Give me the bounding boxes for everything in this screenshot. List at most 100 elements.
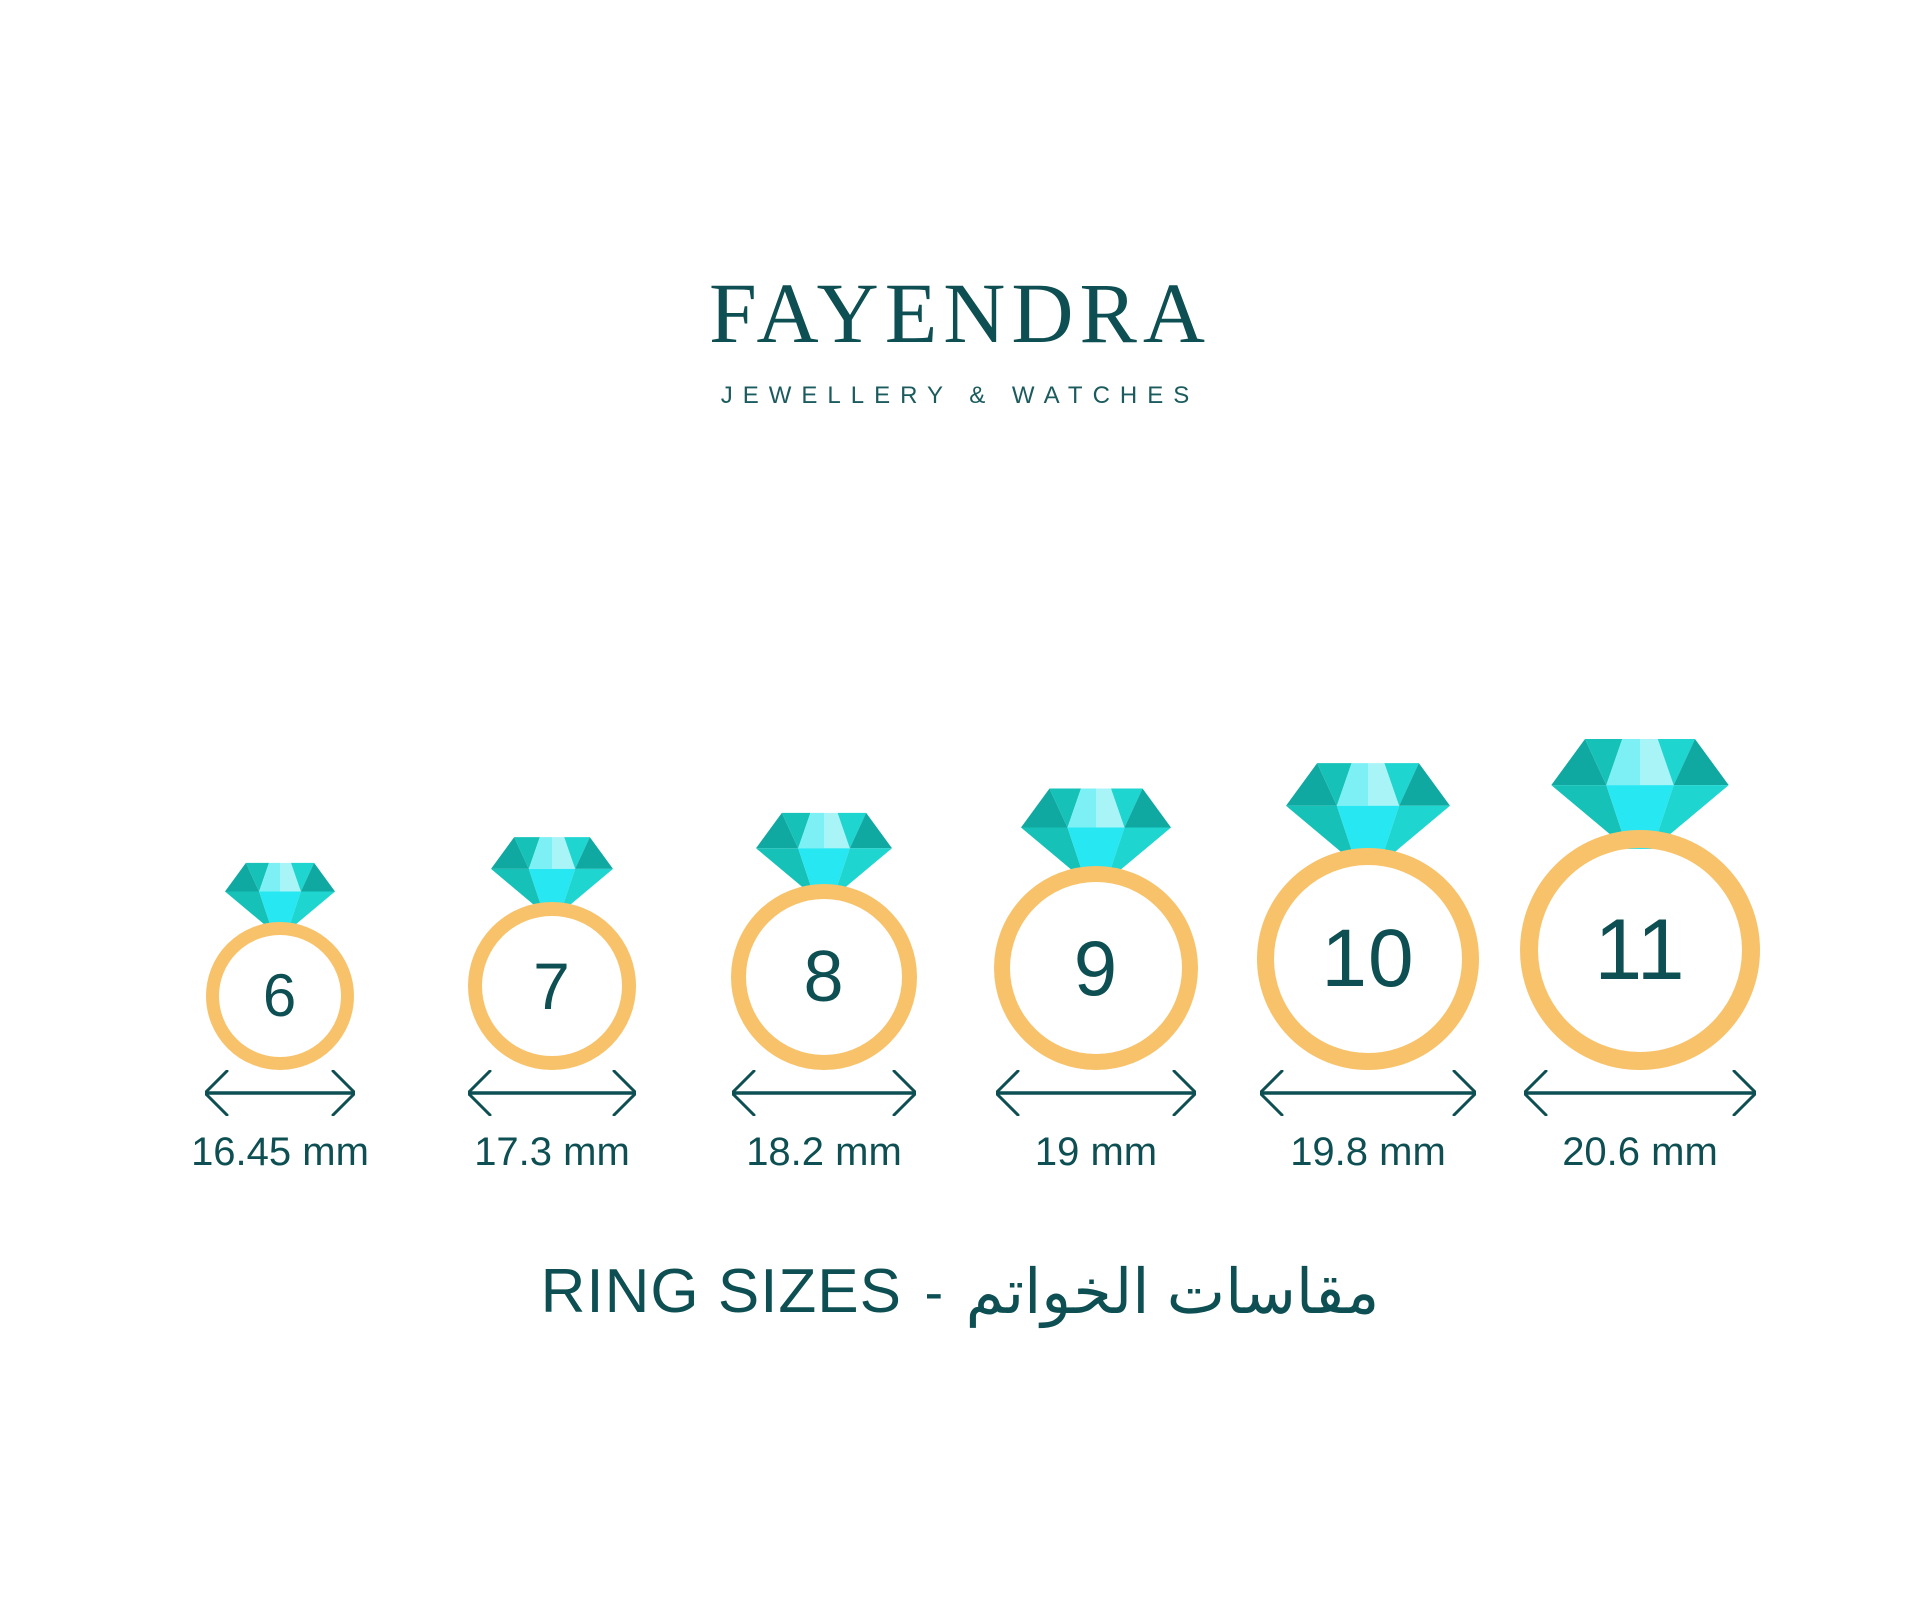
- gem-facet-0: [1286, 763, 1337, 807]
- measurement-label: 16.45 mm: [191, 1130, 369, 1174]
- arrowhead-right-upper: [1172, 1070, 1196, 1095]
- measurement-item-6: 16.45 mm: [144, 1070, 416, 1175]
- ring-size-number: 8: [803, 937, 845, 1017]
- gem-facet-4: [837, 812, 867, 849]
- arrowhead-left-upper: [996, 1070, 1020, 1095]
- gem-facet-1: [1317, 763, 1352, 807]
- gem-facet-4: [1384, 763, 1419, 807]
- gem-facet-1: [781, 812, 811, 849]
- arrowhead-left-lower: [205, 1091, 229, 1116]
- gem-facet-2: [259, 863, 280, 892]
- dimension-arrow-icon: [996, 1070, 1196, 1116]
- chart-caption: RING SIZES - مقاسات الخواتم: [0, 1255, 1920, 1328]
- gem-facet-5: [300, 863, 335, 892]
- dimension-arrow-icon: [1260, 1070, 1476, 1116]
- ring-size-item-9[interactable]: 9: [960, 590, 1232, 1070]
- arrowhead-left-upper: [1260, 1070, 1284, 1095]
- gem-facet-3: [1096, 788, 1125, 828]
- gem-facet-3: [824, 812, 850, 849]
- measurement-item-9: 19 mm: [960, 1070, 1232, 1175]
- gem-facet-5: [849, 812, 892, 849]
- arrowhead-right-lower: [1172, 1091, 1196, 1116]
- gem-facet-2: [528, 837, 552, 870]
- gem-facet-1: [245, 863, 269, 892]
- gem-facet-4: [1111, 788, 1143, 828]
- ring-size-item-6[interactable]: 6: [144, 590, 416, 1070]
- gem-facet-5: [1673, 739, 1729, 786]
- caption-english: RING SIZES: [540, 1257, 902, 1326]
- ring-band: 8: [731, 884, 917, 1070]
- gem-facet-4: [291, 863, 315, 892]
- measurement-label: 18.2 mm: [746, 1130, 902, 1174]
- ring-band: 6: [206, 922, 354, 1070]
- ring-band: 7: [468, 902, 636, 1070]
- gem-facet-4: [564, 837, 590, 870]
- gem-facet-3: [552, 837, 576, 870]
- gem-facet-2: [1336, 763, 1368, 807]
- arrowhead-right-upper: [331, 1070, 355, 1095]
- gem-facet-2: [1067, 788, 1096, 828]
- gem-facet-3: [1368, 763, 1400, 807]
- measurement-item-11: 20.6 mm: [1504, 1070, 1776, 1175]
- measurement-item-8: 18.2 mm: [688, 1070, 960, 1175]
- arrowhead-right-lower: [612, 1091, 636, 1116]
- arrowhead-left-lower: [468, 1091, 492, 1116]
- measurement-item-10: 19.8 mm: [1232, 1070, 1504, 1175]
- arrowhead-left-upper: [468, 1070, 492, 1095]
- ring-size-item-10[interactable]: 10: [1232, 590, 1504, 1070]
- arrowhead-left-upper: [205, 1070, 229, 1095]
- arrowhead-left-upper: [732, 1070, 756, 1095]
- gem-facet-0: [491, 837, 529, 870]
- ring-size-number: 10: [1321, 913, 1415, 1004]
- arrowhead-right-lower: [1732, 1091, 1756, 1116]
- gem-facet-3: [1640, 739, 1674, 786]
- ring-band: 10: [1257, 848, 1479, 1070]
- brand-tagline: JEWELLERY & WATCHES: [720, 382, 1200, 409]
- dimension-arrow-icon: [468, 1070, 636, 1116]
- gem-facet-1: [1585, 739, 1623, 786]
- arrowhead-right-lower: [1452, 1091, 1476, 1116]
- gem-facet-2: [1606, 739, 1640, 786]
- ring-size-item-11[interactable]: 11: [1504, 590, 1776, 1070]
- brand-name: FAYENDRA: [709, 265, 1211, 361]
- gem-facet-3: [280, 863, 301, 892]
- measurement-item-7: 17.3 mm: [416, 1070, 688, 1175]
- gem-facet-0: [225, 863, 260, 892]
- ring-band: 9: [994, 866, 1198, 1070]
- caption-arabic: مقاسات الخواتم: [965, 1258, 1380, 1327]
- measurement-label: 17.3 mm: [474, 1130, 630, 1174]
- arrowhead-left-lower: [1260, 1091, 1284, 1116]
- dimension-arrow-icon: [732, 1070, 916, 1116]
- measurement-row: 16.45 mm 17.3 mm 18.2 mm 19 mm 19.8 mm 20.6 m…: [0, 1070, 1920, 1175]
- arrowhead-right-upper: [1732, 1070, 1756, 1095]
- gem-facet-5: [1124, 788, 1171, 828]
- ring-size-number: 11: [1594, 902, 1686, 998]
- gem-facet-0: [1551, 739, 1607, 786]
- ring-band: 11: [1520, 830, 1760, 1070]
- arrowhead-left-upper: [1524, 1070, 1548, 1095]
- ring-size-item-8[interactable]: 8: [688, 590, 960, 1070]
- ring-size-number: 7: [533, 949, 571, 1023]
- ring-size-row: 6 7 8 9 10 11: [0, 590, 1920, 1070]
- arrowhead-right-upper: [892, 1070, 916, 1095]
- gem-facet-4: [1657, 739, 1695, 786]
- arrowhead-left-lower: [1524, 1091, 1548, 1116]
- gem-facet-1: [514, 837, 540, 870]
- arrowhead-right-upper: [1452, 1070, 1476, 1095]
- gem-facet-1: [1049, 788, 1081, 828]
- measurement-label: 20.6 mm: [1562, 1130, 1718, 1174]
- ring-size-item-7[interactable]: 7: [416, 590, 688, 1070]
- caption-separator: -: [924, 1260, 944, 1323]
- gem-facet-2: [798, 812, 824, 849]
- dimension-arrow-icon: [1524, 1070, 1756, 1116]
- gem-facet-5: [575, 837, 613, 870]
- gem-facet-5: [1399, 763, 1450, 807]
- measurement-label: 19 mm: [1034, 1130, 1158, 1174]
- arrowhead-left-lower: [732, 1091, 756, 1116]
- measurement-label: 19.8 mm: [1290, 1130, 1446, 1174]
- ring-size-number: 6: [262, 962, 298, 1029]
- arrowhead-left-lower: [996, 1091, 1020, 1116]
- gem-facet-0: [756, 812, 799, 849]
- brand-header: FAYENDRA JEWELLERY & WATCHES: [0, 270, 1920, 410]
- arrowhead-right-upper: [612, 1070, 636, 1095]
